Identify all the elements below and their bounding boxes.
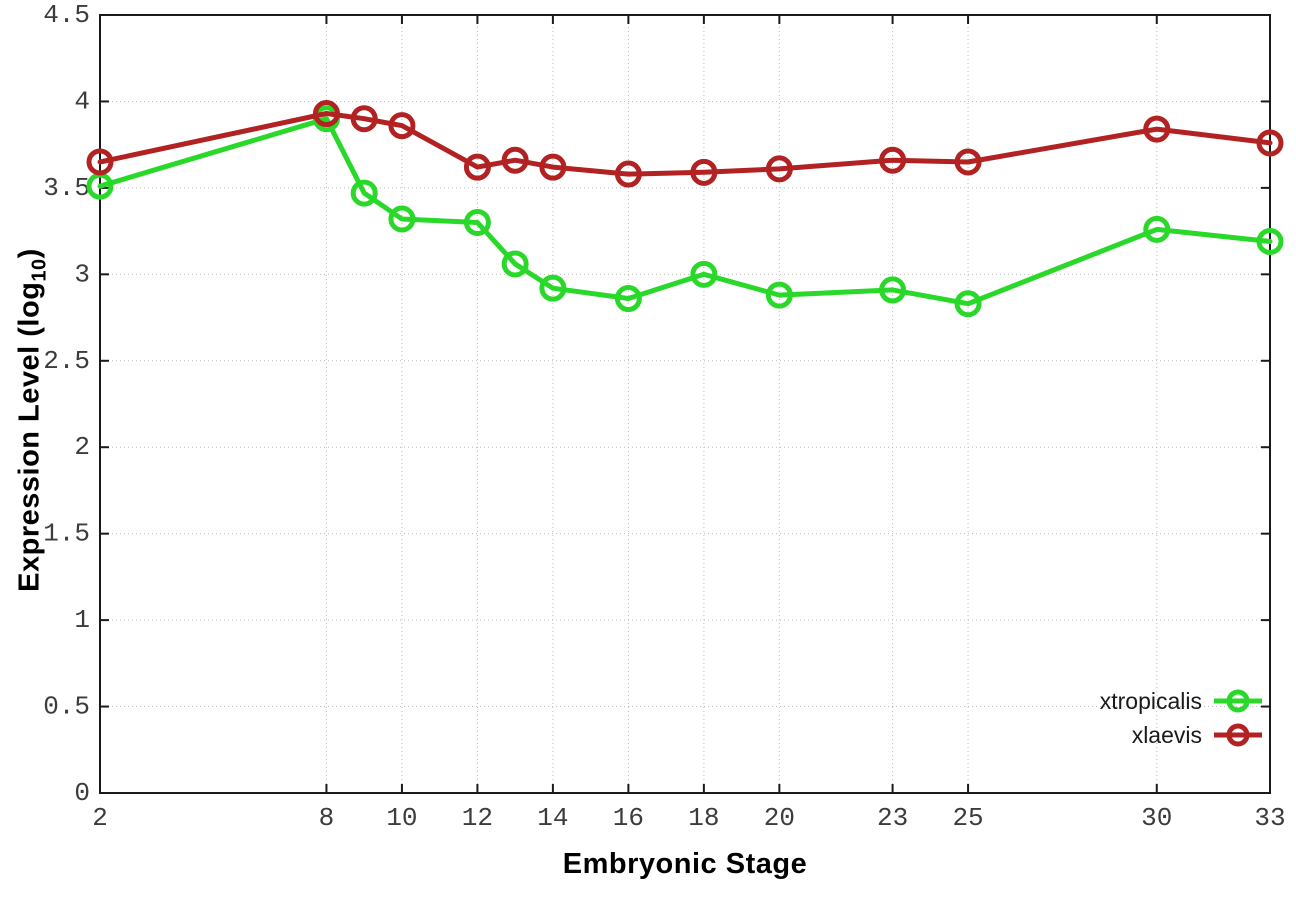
y-tick-label: 4.5 xyxy=(43,0,90,30)
legend-marker-xlaevis xyxy=(1214,723,1262,747)
y-axis-label: Expression Level (log10) xyxy=(13,248,51,592)
y-tick-label: 4 xyxy=(74,86,90,116)
x-tick-label: 10 xyxy=(386,803,417,833)
series-line-xtropicalis xyxy=(97,116,1273,307)
data-point-xlaevis xyxy=(1256,129,1284,157)
data-point-xlaevis xyxy=(690,158,718,186)
data-point-xlaevis xyxy=(350,105,378,133)
data-point-xtropicalis xyxy=(879,276,907,304)
data-point-xtropicalis xyxy=(954,290,982,318)
data-point-xtropicalis xyxy=(690,260,718,288)
y-axis-label-suffix: ) xyxy=(13,248,46,259)
y-tick-label: 2 xyxy=(74,432,90,462)
legend-label-xlaevis: xlaevis xyxy=(1131,721,1202,748)
x-tick-label: 2 xyxy=(92,803,108,833)
legend-row-xtropicalis: xtropicalis xyxy=(1100,684,1264,718)
legend-circle-icon xyxy=(1226,689,1250,713)
data-point-xlaevis xyxy=(765,155,793,183)
y-tick-label: 3 xyxy=(74,259,90,289)
data-point-xlaevis xyxy=(388,112,416,140)
x-tick-label: 14 xyxy=(537,803,568,833)
data-point-xlaevis xyxy=(954,148,982,176)
y-tick-label: 1.5 xyxy=(43,519,90,549)
data-point-xlaevis xyxy=(463,153,491,181)
legend-marker-xtropicalis xyxy=(1214,689,1262,713)
x-tick-label: 20 xyxy=(764,803,795,833)
x-tick-label: 25 xyxy=(952,803,983,833)
y-axis-label-text: Expression Level (log xyxy=(13,281,46,592)
legend-row-xlaevis: xlaevis xyxy=(1100,718,1264,752)
data-point-xtropicalis xyxy=(539,274,567,302)
data-point-xtropicalis xyxy=(1256,227,1284,255)
x-tick-label: 30 xyxy=(1141,803,1172,833)
x-tick-label: 23 xyxy=(877,803,908,833)
y-tick-label: 0 xyxy=(74,778,90,808)
data-point-xlaevis xyxy=(312,100,340,128)
data-point-xtropicalis xyxy=(765,281,793,309)
data-point-xlaevis xyxy=(879,146,907,174)
data-point-xlaevis xyxy=(1143,115,1171,143)
x-axis-label: Embryonic Stage xyxy=(562,848,808,880)
data-point-xtropicalis xyxy=(501,250,529,278)
x-tick-label: 33 xyxy=(1254,803,1285,833)
legend-circle-icon xyxy=(1226,723,1250,747)
data-point-xtropicalis xyxy=(350,179,378,207)
legend-label-xtropicalis: xtropicalis xyxy=(1099,687,1202,714)
data-point-xlaevis xyxy=(86,148,114,176)
x-tick-label: 18 xyxy=(688,803,719,833)
data-point-xtropicalis xyxy=(388,205,416,233)
x-tick-label: 8 xyxy=(319,803,335,833)
y-tick-label: 3.5 xyxy=(43,173,90,203)
data-point-xtropicalis xyxy=(614,285,642,313)
data-point-xtropicalis xyxy=(463,208,491,236)
series-line-xlaevis xyxy=(97,111,1273,177)
y-tick-label: 2.5 xyxy=(43,346,90,376)
y-axis-label-subscript: 10 xyxy=(28,258,51,282)
data-point-xlaevis xyxy=(539,153,567,181)
legend: xtropicalis xlaevis xyxy=(1100,684,1264,752)
y-tick-label: 1 xyxy=(74,605,90,635)
x-tick-label: 16 xyxy=(613,803,644,833)
data-point-xlaevis xyxy=(501,146,529,174)
plot-border xyxy=(99,14,1271,794)
data-point-xlaevis xyxy=(614,160,642,188)
x-tick-label: 12 xyxy=(462,803,493,833)
data-point-xtropicalis xyxy=(1143,215,1171,243)
y-tick-label: 0.5 xyxy=(43,692,90,722)
